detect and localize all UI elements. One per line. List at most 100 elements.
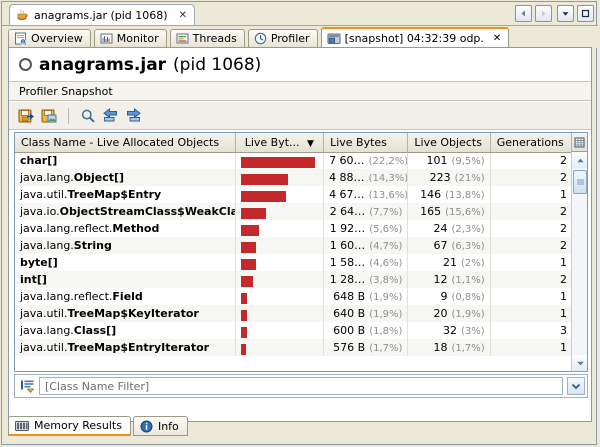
class-name-filter-row: [Class Name Filter]	[14, 374, 588, 398]
tab-memory-results[interactable]: Memory Results	[8, 416, 131, 436]
column-header-live-bytes[interactable]: Live Bytes	[323, 133, 409, 153]
column-header-class-name[interactable]: Class Name - Live Allocated Objects	[15, 133, 236, 153]
back-button[interactable]	[101, 106, 120, 125]
cell-live-bytes: 7 60… (22,2%)	[323, 152, 409, 169]
tab-overview-label: Overview	[31, 32, 83, 45]
table-row[interactable]: java.io.ObjectStreamClass$WeakClass… 2 64…	[15, 203, 574, 220]
forward-button[interactable]	[124, 106, 143, 125]
cell-live-bytes: 4 88… (14,3%)	[323, 169, 409, 186]
tab-list-dropdown-button[interactable]	[557, 5, 574, 22]
live-bytes-bar	[240, 309, 247, 321]
cell-live-objects: 12 (1,1%)	[407, 271, 491, 288]
find-button[interactable]	[78, 106, 97, 125]
table-header-row: Class Name - Live Allocated Objects Live…	[15, 133, 574, 153]
page-title-pid: (pid 1068)	[173, 54, 262, 75]
live-bytes-bar	[240, 156, 315, 168]
cell-live-bytes-bar	[235, 339, 325, 356]
cell-live-bytes: 1 28… (3,8%)	[323, 271, 409, 288]
cell-live-objects: 9 (0,8%)	[407, 288, 491, 305]
tab-snapshot-label: [snapshot] 04:32:39 odp.	[344, 31, 484, 45]
cell-generations: 2	[490, 169, 574, 186]
column-header-generations[interactable]: Generations	[490, 133, 574, 153]
save-snapshot-button[interactable]	[17, 106, 36, 125]
tab-info[interactable]: Info	[132, 416, 188, 436]
table-row[interactable]: java.util.TreeMap$KeyIterator 640 B (1,9%)…	[15, 305, 574, 322]
filter-dropdown-button[interactable]	[567, 377, 585, 395]
tab-scroll-left-button[interactable]	[515, 5, 532, 22]
allocated-objects-table: Class Name - Live Allocated Objects Live…	[14, 132, 588, 372]
table-row[interactable]: java.lang.Object[] 4 88… (14,3%) 223 (21%) 2	[15, 169, 574, 186]
tab-monitor[interactable]: Monitor	[93, 29, 167, 48]
scrollbar-thumb[interactable]	[573, 170, 587, 194]
table-row[interactable]: java.lang.String 1 60… (4,7%) 67 (6,3%) 2	[15, 237, 574, 254]
column-header-live-bytes-bar-label: Live Byt...	[244, 135, 300, 149]
live-bytes-bar	[240, 292, 247, 304]
table-row[interactable]: java.util.TreeMap$EntryIterator 576 B (1,7…	[15, 339, 574, 356]
live-bytes-bar	[240, 343, 247, 355]
column-selector-button[interactable]	[571, 133, 587, 152]
cell-live-bytes: 4 67… (13,6%)	[323, 186, 409, 203]
scroll-down-button[interactable]	[572, 355, 587, 371]
memory-results-icon	[15, 420, 29, 432]
cell-live-bytes-bar	[235, 186, 325, 203]
cell-class-name: java.lang.reflect.Field	[15, 288, 236, 305]
overview-icon	[14, 32, 27, 45]
live-bytes-bar	[240, 275, 254, 287]
table-row[interactable]: java.lang.reflect.Method 1 92… (5,6%) 24 (2,…	[15, 220, 574, 237]
table-row[interactable]: char[] 7 60… (22,2%) 101 (9,5%) 2	[15, 152, 574, 169]
java-cup-icon	[16, 9, 29, 22]
cell-live-bytes-bar	[235, 169, 325, 186]
cell-live-bytes-bar	[235, 271, 325, 288]
cell-live-objects: 21 (2%)	[407, 254, 491, 271]
column-header-live-objects[interactable]: Live Objects	[407, 133, 491, 153]
tab-info-label: Info	[157, 419, 179, 433]
snapshot-content-panel: anagrams.jar (pid 1068) Profiler Snapsho…	[8, 47, 592, 422]
tab-threads[interactable]: Threads	[169, 29, 245, 48]
column-header-live-bytes-bar[interactable]: Live Byt... ▼	[235, 133, 325, 153]
table-row[interactable]: byte[] 1 58… (4,6%) 21 (2%) 1	[15, 254, 574, 271]
cell-live-bytes: 2 64… (7,7%)	[323, 203, 409, 220]
table-row[interactable]: java.lang.Class[] 600 B (1,8%) 32 (3%) 3	[15, 322, 574, 339]
cell-live-bytes: 1 60… (4,7%)	[323, 237, 409, 254]
class-name-filter-input[interactable]: [Class Name Filter]	[39, 377, 563, 395]
cell-generations: 1	[490, 254, 574, 271]
export-snapshot-button[interactable]	[40, 106, 59, 125]
close-icon[interactable]: ✕	[492, 32, 502, 44]
cell-generations: 1	[490, 186, 574, 203]
close-icon[interactable]: ✕	[178, 9, 187, 21]
cell-live-bytes-bar	[235, 237, 325, 254]
cell-generations: 2	[490, 271, 574, 288]
cell-live-objects: 165 (15,6%)	[407, 203, 491, 220]
cell-live-bytes-bar	[235, 305, 325, 322]
app-tab-anagrams[interactable]: anagrams.jar (pid 1068) ✕	[9, 4, 195, 25]
monitor-chart-icon	[100, 32, 113, 45]
table-vertical-scrollbar[interactable]	[571, 152, 587, 371]
cell-live-bytes-bar	[235, 152, 325, 169]
cell-class-name: java.util.TreeMap$EntryIterator	[15, 339, 236, 356]
live-bytes-bar	[240, 207, 267, 219]
tab-scroll-right-button[interactable]	[535, 5, 552, 22]
profiler-clock-icon	[254, 32, 267, 45]
cell-live-objects: 24 (2,3%)	[407, 220, 491, 237]
cell-live-bytes: 640 B (1,9%)	[323, 305, 409, 322]
table-body: char[] 7 60… (22,2%) 101 (9,5%) 2 java.lang.Ob…	[15, 152, 574, 356]
tab-profiler[interactable]: Profiler	[247, 29, 318, 48]
scroll-up-button[interactable]	[572, 152, 587, 168]
filter-icon[interactable]	[17, 379, 35, 394]
application-tab-strip: anagrams.jar (pid 1068) ✕	[2, 2, 598, 26]
cell-live-bytes: 1 92… (5,6%)	[323, 220, 409, 237]
table-row[interactable]: java.lang.reflect.Field 648 B (1,9%) 9 (0,8%…	[15, 288, 574, 305]
table-row[interactable]: int[] 1 28… (3,8%) 12 (1,1%) 2	[15, 271, 574, 288]
cell-class-name: java.util.TreeMap$KeyIterator	[15, 305, 236, 322]
cell-live-objects: 18 (1,7%)	[407, 339, 491, 356]
table-row[interactable]: java.util.TreeMap$Entry 4 67… (13,6%) 146 (1…	[15, 186, 574, 203]
snapshot-subtitle-bar: Profiler Snapshot	[9, 81, 591, 101]
memory-results-grid: Class Name - Live Allocated Objects Live…	[15, 133, 574, 356]
tab-snapshot[interactable]: [snapshot] 04:32:39 odp. ✕	[320, 27, 510, 48]
cell-class-name: java.lang.String	[15, 237, 236, 254]
cell-live-bytes: 600 B (1,8%)	[323, 322, 409, 339]
cell-generations: 2	[490, 203, 574, 220]
tab-overview[interactable]: Overview	[8, 29, 91, 48]
cell-live-objects: 146 (13,8%)	[407, 186, 491, 203]
maximize-window-button[interactable]	[577, 5, 594, 22]
